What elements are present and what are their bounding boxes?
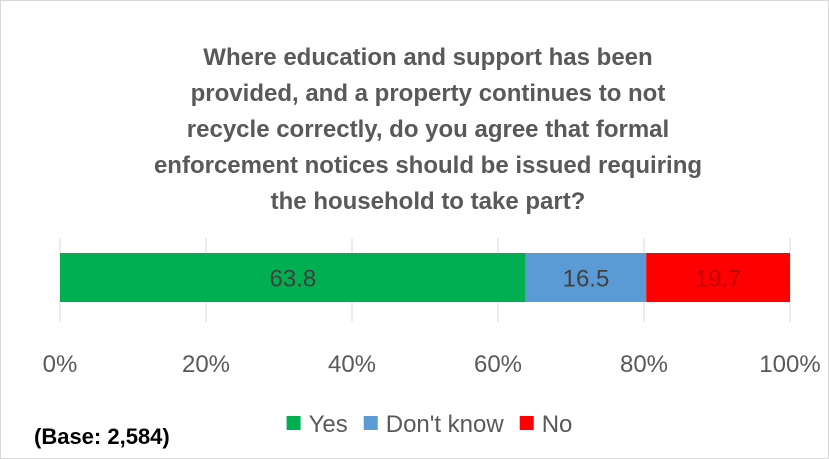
data-labels: 63.8 16.5 19.7 xyxy=(270,266,742,293)
legend: Yes Don't know No xyxy=(286,411,573,438)
x-tick-label: 40% xyxy=(328,351,376,378)
bar-segment-no xyxy=(646,253,790,302)
legend-label: Don't know xyxy=(386,411,505,438)
legend-label: Yes xyxy=(309,411,348,438)
chart-title: Where education and support has been prov… xyxy=(154,44,702,215)
bar-segments xyxy=(60,253,790,302)
x-tick-label: 20% xyxy=(182,351,230,378)
legend-swatch xyxy=(519,416,534,430)
legend-item-no: No xyxy=(519,411,573,438)
legend-item-yes: Yes xyxy=(286,411,348,438)
title-line: enforcement notices should be issued req… xyxy=(154,152,702,179)
title-line: the household to take part? xyxy=(271,188,586,215)
x-tick-label: 80% xyxy=(620,351,668,378)
data-label: 63.8 xyxy=(270,266,317,293)
title-line: provided, and a property continues to no… xyxy=(191,80,666,107)
legend-label: No xyxy=(542,411,573,438)
x-tick-label: 100% xyxy=(759,351,820,378)
legend-item-don-t-know: Don't know xyxy=(363,411,505,438)
x-tick-label: 0% xyxy=(43,351,78,378)
legend-swatch xyxy=(363,416,378,430)
legend-swatch xyxy=(286,416,301,430)
base-note: (Base: 2,584) xyxy=(34,424,170,449)
bar-segment-yes xyxy=(60,253,526,302)
x-axis-tick-labels: 0% 20% 40% 60% 80% 100% xyxy=(43,351,821,378)
bar-segment-don-t-know xyxy=(525,253,647,302)
data-label: 19.7 xyxy=(695,266,742,293)
x-tick-label: 60% xyxy=(474,351,522,378)
title-line: Where education and support has been xyxy=(203,44,652,71)
data-label: 16.5 xyxy=(563,266,610,293)
title-line: recycle correctly, do you agree that for… xyxy=(187,116,669,143)
